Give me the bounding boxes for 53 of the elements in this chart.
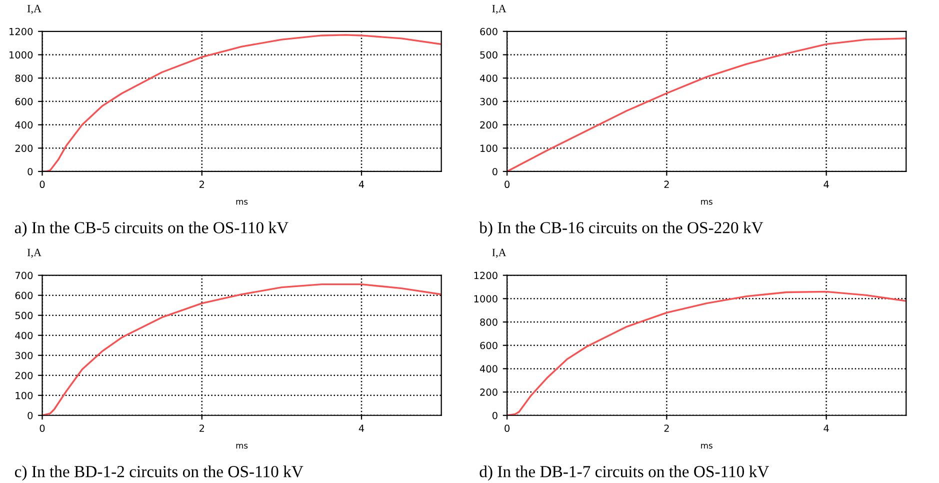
y-tick-label: 0 — [492, 168, 498, 176]
y-tick-label: 600 — [480, 342, 498, 350]
x-tick-label: 0 — [504, 180, 510, 188]
y-axis-title: I,A — [27, 248, 42, 258]
y-tick-label: 200 — [15, 372, 33, 380]
y-tick-label: 200 — [15, 144, 33, 152]
x-tick-label: 4 — [824, 180, 829, 188]
x-tick-label: 0 — [40, 424, 45, 432]
text: d) In the DB-1-7 circuits on the OS-110 kV — [480, 466, 770, 481]
y-tick-label: 200 — [480, 388, 498, 396]
x-tick-label: 2 — [200, 424, 204, 432]
y-axis-title: I,A — [492, 4, 506, 14]
text: b) In the CB-16 circuits on the OS-220 kV — [479, 222, 764, 237]
y-tick-label: 400 — [15, 332, 33, 340]
y-tick-label: 0 — [28, 168, 33, 176]
y-tick-label: 200 — [480, 121, 498, 129]
y-tick-label: 600 — [15, 98, 33, 106]
x-tick-label: 2 — [664, 424, 669, 432]
y-tick-label: 400 — [480, 365, 498, 373]
y-tick-label: 1200 — [474, 272, 498, 280]
x-tick-label: 4 — [824, 424, 829, 432]
text: a) In the CB-5 circuits on the OS-110 kV — [14, 222, 288, 237]
x-axis-title: ms — [701, 200, 712, 205]
y-tick-label: 300 — [15, 352, 33, 360]
x-tick-label: 2 — [664, 180, 669, 188]
y-tick-label: 600 — [15, 292, 33, 300]
x-tick-label: 0 — [40, 180, 45, 188]
y-tick-label: 800 — [480, 318, 498, 326]
y-tick-label: 0 — [28, 412, 33, 420]
y-tick-label: 1200 — [10, 28, 33, 36]
text: c) In the BD-1-2 circuits on the OS-110 kV — [14, 466, 304, 481]
x-tick-label: 4 — [358, 424, 364, 432]
y-tick-label: 300 — [480, 98, 498, 106]
x-tick-label: 4 — [358, 180, 364, 188]
y-tick-label: 800 — [15, 74, 33, 82]
x-axis-title: ms — [236, 200, 248, 205]
x-axis-title: ms — [701, 444, 712, 449]
x-tick-label: 0 — [504, 424, 510, 432]
x-axis-title: ms — [236, 444, 248, 449]
y-tick-label: 1000 — [10, 51, 33, 59]
y-tick-label: 100 — [480, 144, 498, 152]
x-tick-label: 2 — [200, 180, 204, 188]
y-tick-label: 400 — [480, 74, 498, 82]
y-tick-label: 100 — [16, 392, 33, 400]
y-axis-title: I,A — [492, 248, 506, 258]
y-tick-label: 600 — [480, 28, 498, 36]
y-tick-label: 500 — [15, 312, 33, 320]
y-axis-title: I,A — [27, 4, 42, 14]
y-tick-label: 400 — [15, 121, 33, 129]
y-tick-label: 0 — [492, 412, 498, 420]
y-tick-label: 700 — [15, 272, 33, 280]
y-tick-label: 500 — [480, 51, 498, 59]
y-tick-label: 1000 — [474, 295, 498, 302]
